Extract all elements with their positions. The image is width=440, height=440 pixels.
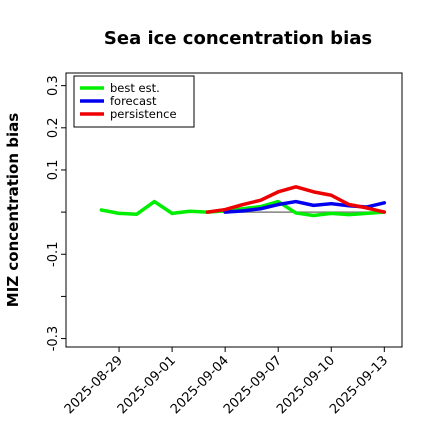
y-tick-label: -0.1 [46, 242, 61, 267]
chart-title: Sea ice concentration bias [104, 28, 372, 49]
legend-label: forecast [110, 94, 157, 108]
y-tick-label: 0.3 [46, 75, 61, 96]
plot-frame [65, 72, 403, 348]
y-tick-label: 0.2 [46, 117, 61, 138]
series-line-persistence [205, 185, 387, 214]
series-line-best-est- [99, 199, 387, 218]
y-axis-label: MIZ concentration bias [4, 113, 22, 307]
plot-layer [99, 185, 387, 218]
legend-box [73, 75, 195, 128]
legend-label: persistence [110, 107, 177, 121]
y-tick-label: -0.3 [46, 326, 61, 351]
legend-label: best est. [110, 81, 160, 95]
y-tick-label: 0.1 [46, 160, 61, 181]
